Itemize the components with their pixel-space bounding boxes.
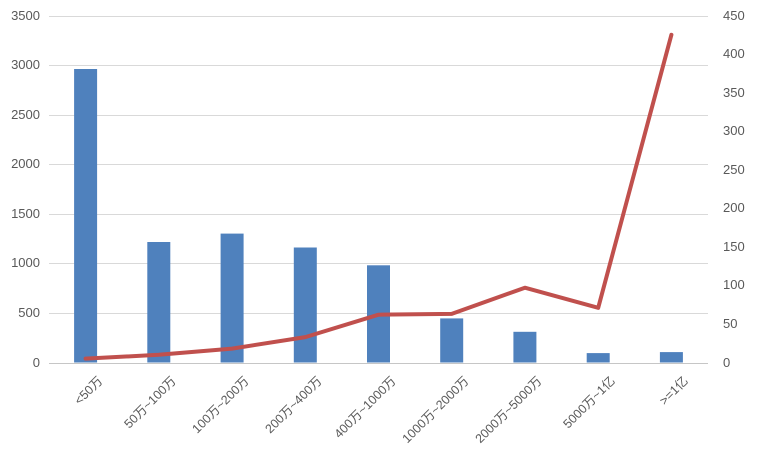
right-axis-tick-label: 300 [723,123,745,139]
bar [513,331,537,363]
left-axis-tick-label: 0 [32,354,40,370]
right-axis-tick-label: 0 [723,354,731,370]
left-axis-tick-label: 3000 [11,57,40,73]
left-axis-tick-label: 2000 [11,156,40,172]
right-axis-tick-label: 200 [723,200,745,216]
left-axis-tick-label: 500 [18,304,40,320]
right-axis-tick-label: 50 [723,315,738,331]
left-axis-tick-label: 1500 [11,205,40,221]
bar [74,69,98,363]
left-axis-tick-label: 1000 [11,255,40,271]
right-axis-tick-label: 100 [723,277,745,293]
right-axis-tick-label: 350 [723,84,745,100]
right-axis-tick-label: 150 [723,238,745,254]
right-axis-tick-label: 450 [723,7,745,23]
bar [659,352,683,363]
bar [586,353,610,363]
left-axis-tick-label: 2500 [11,106,40,122]
right-axis-tick-label: 250 [723,161,745,177]
bar [147,242,171,363]
bar [220,233,244,363]
right-axis-tick-label: 400 [723,46,745,62]
left-axis-tick-label: 3500 [11,7,40,23]
bar [440,318,464,363]
trend-line [83,32,674,361]
bar [293,247,317,363]
